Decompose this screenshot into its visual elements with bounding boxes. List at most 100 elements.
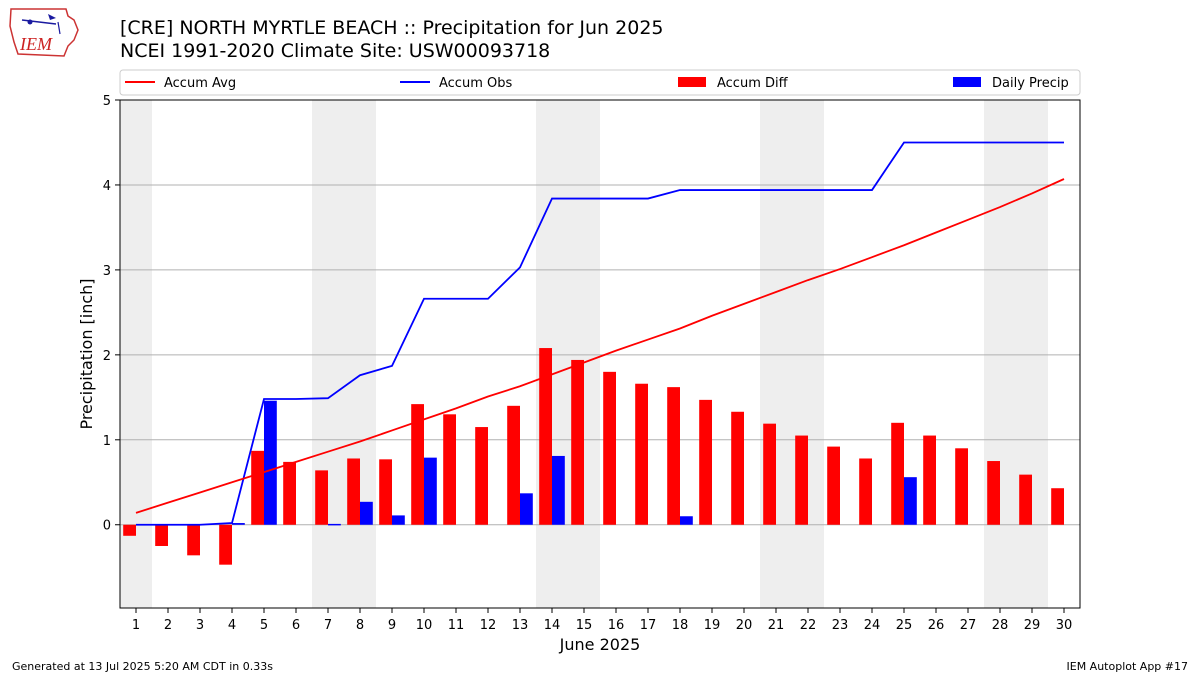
x-tick-label-25: 25 xyxy=(896,618,913,633)
daily-precip-bar-4 xyxy=(232,523,245,525)
y-axis: 0 1 2 3 4 5 xyxy=(103,94,120,534)
daily-precip-bar-10 xyxy=(424,457,437,525)
accum-diff-bar-16 xyxy=(603,371,616,525)
accum-diff-bar-22 xyxy=(795,435,808,525)
accum-diff-bar-5 xyxy=(251,450,264,525)
accum-diff-bar-3 xyxy=(187,524,200,556)
daily-precip-bar-5 xyxy=(264,400,277,525)
daily-precip-bar-9 xyxy=(392,515,405,525)
accum-diff-bar-27 xyxy=(955,448,968,525)
accum-diff-bar-6 xyxy=(283,461,296,525)
plot-frame xyxy=(119,99,1081,609)
accum-diff-bar-30 xyxy=(1051,488,1064,525)
y-tick-label-2: 2 xyxy=(103,349,111,364)
legend-box xyxy=(119,69,1081,96)
x-tick-label-2: 2 xyxy=(164,618,172,633)
x-tick-label-18: 18 xyxy=(672,618,689,633)
x-tick-label-12: 12 xyxy=(480,618,497,633)
weekend-band-8 xyxy=(344,100,376,608)
accum-diff-bar-9 xyxy=(379,459,392,525)
weekend-band-21 xyxy=(760,100,792,608)
x-tick-label-27: 27 xyxy=(960,618,977,633)
x-tick-label-8: 8 xyxy=(356,618,364,633)
daily-precip-bars xyxy=(232,400,917,526)
x-tick-label-21: 21 xyxy=(768,618,785,633)
weekend-shading xyxy=(120,100,1048,608)
x-tick-label-15: 15 xyxy=(576,618,593,633)
accum-diff-bar-24 xyxy=(859,458,872,525)
accum-diff-bar-4 xyxy=(219,524,232,565)
accum-diff-bar-12 xyxy=(475,427,488,525)
daily-precip-bar-8 xyxy=(360,501,373,525)
iem-logo: IEM xyxy=(8,6,80,58)
accum-diff-bar-2 xyxy=(155,524,168,546)
legend-label-accum-diff: Accum Diff xyxy=(717,76,789,91)
accum-diff-bar-20 xyxy=(731,411,744,525)
x-tick-label-14: 14 xyxy=(544,618,561,633)
x-tick-label-16: 16 xyxy=(608,618,625,633)
accum-diff-bar-19 xyxy=(699,399,712,525)
weekend-band-28 xyxy=(984,100,1016,608)
accum-avg-line xyxy=(135,178,1065,514)
weekend-band-15 xyxy=(568,100,600,608)
accum-diff-bar-13 xyxy=(507,405,520,525)
x-tick-label-26: 26 xyxy=(928,618,945,633)
accum-diff-bar-10 xyxy=(411,404,424,525)
accum-diff-bar-26 xyxy=(923,435,936,525)
accum-diff-bar-11 xyxy=(443,414,456,525)
app-footer: IEM Autoplot App #17 xyxy=(1066,660,1189,673)
y-tick-label-0: 0 xyxy=(103,519,111,534)
accum-diff-bar-14 xyxy=(539,348,552,525)
x-tick-label-29: 29 xyxy=(1024,618,1041,633)
y-tick-label-4: 4 xyxy=(103,179,111,194)
x-tick-label-5: 5 xyxy=(260,618,268,633)
accum-diff-bar-25 xyxy=(891,422,904,525)
weekend-band-29 xyxy=(1016,100,1048,608)
x-tick-label-28: 28 xyxy=(992,618,1009,633)
accum-diff-bar-1 xyxy=(123,524,136,536)
x-axis-label: June 2025 xyxy=(559,635,641,654)
legend-swatch-daily-precip xyxy=(953,77,981,87)
accum-diff-bars xyxy=(123,348,1064,565)
accum-diff-bar-21 xyxy=(763,423,776,525)
accum-diff-bar-15 xyxy=(571,359,584,525)
x-tick-label-24: 24 xyxy=(864,618,881,633)
x-tick-label-9: 9 xyxy=(388,618,396,633)
weekend-band-7 xyxy=(312,100,344,608)
accum-diff-bar-29 xyxy=(1019,474,1032,525)
daily-precip-bar-14 xyxy=(552,455,565,525)
accum-diff-bar-8 xyxy=(347,458,360,525)
legend-label-accum-obs: Accum Obs xyxy=(439,76,512,91)
x-tick-label-3: 3 xyxy=(196,618,204,633)
chart-subtitle: NCEI 1991-2020 Climate Site: USW00093718 xyxy=(120,40,551,62)
x-tick-label-7: 7 xyxy=(324,618,332,633)
x-tick-label-11: 11 xyxy=(448,618,465,633)
legend: Accum Avg Accum Obs Accum Diff Daily Precip xyxy=(119,69,1081,96)
y-tick-label-1: 1 xyxy=(103,434,111,449)
x-tick-label-30: 30 xyxy=(1056,618,1073,633)
daily-precip-bar-13 xyxy=(520,493,533,525)
x-tick-label-6: 6 xyxy=(292,618,300,633)
accum-diff-bar-18 xyxy=(667,387,680,525)
accum-diff-bar-23 xyxy=(827,446,840,525)
daily-precip-bar-7 xyxy=(328,523,341,526)
legend-swatch-accum-diff xyxy=(678,77,706,87)
x-tick-label-19: 19 xyxy=(704,618,721,633)
daily-precip-bar-18 xyxy=(680,516,693,525)
generated-footer: Generated at 13 Jul 2025 5:20 AM CDT in … xyxy=(12,660,273,673)
y-tick-label-3: 3 xyxy=(103,264,111,279)
logo-text: IEM xyxy=(19,34,53,54)
x-tick-label-17: 17 xyxy=(640,618,657,633)
x-tick-label-20: 20 xyxy=(736,618,753,633)
x-tick-label-10: 10 xyxy=(416,618,433,633)
legend-label-accum-avg: Accum Avg xyxy=(164,76,236,91)
daily-precip-bar-25 xyxy=(904,477,917,525)
x-tick-label-22: 22 xyxy=(800,618,817,633)
accum-obs-line xyxy=(136,141,1064,526)
x-tick-label-13: 13 xyxy=(512,618,529,633)
accum-diff-bar-17 xyxy=(635,383,648,525)
x-tick-label-1: 1 xyxy=(132,618,140,633)
x-tick-label-4: 4 xyxy=(228,618,236,633)
x-axis: 1 2 3 4 5 6 7 8 9 10 11 12 13 14 15 16 17 18 19 20 21 22 23 24 2… xyxy=(132,608,1072,633)
